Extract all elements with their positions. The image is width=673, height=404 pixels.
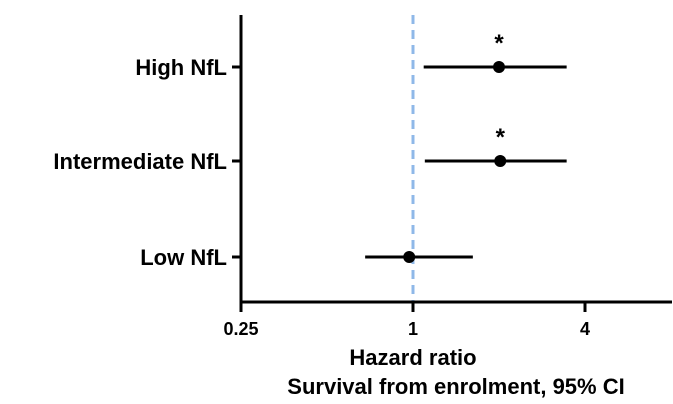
category-label: Low NfL — [140, 245, 227, 270]
category-label: Intermediate NfL — [53, 149, 227, 174]
chart-marks: ** — [365, 30, 567, 263]
hazard-ratio-point — [493, 61, 505, 73]
significance-marker: * — [496, 124, 506, 151]
y-axis-ticks: High NfL Intermediate NfL Low NfL — [53, 55, 241, 270]
x-axis-title: Hazard ratio — [349, 345, 476, 370]
hazard-ratio-point — [403, 251, 416, 263]
category-label: High NfL — [135, 55, 227, 80]
x-tick-label: 4 — [580, 319, 590, 339]
x-tick-label: 0.25 — [223, 319, 258, 339]
x-axis-subtitle: Survival from enrolment, 95% CI — [287, 374, 624, 399]
significance-marker: * — [494, 30, 504, 57]
x-axis-ticks: 0.25 1 4 — [223, 302, 590, 339]
hazard-ratio-point — [494, 155, 507, 167]
x-tick-label: 1 — [408, 319, 418, 339]
